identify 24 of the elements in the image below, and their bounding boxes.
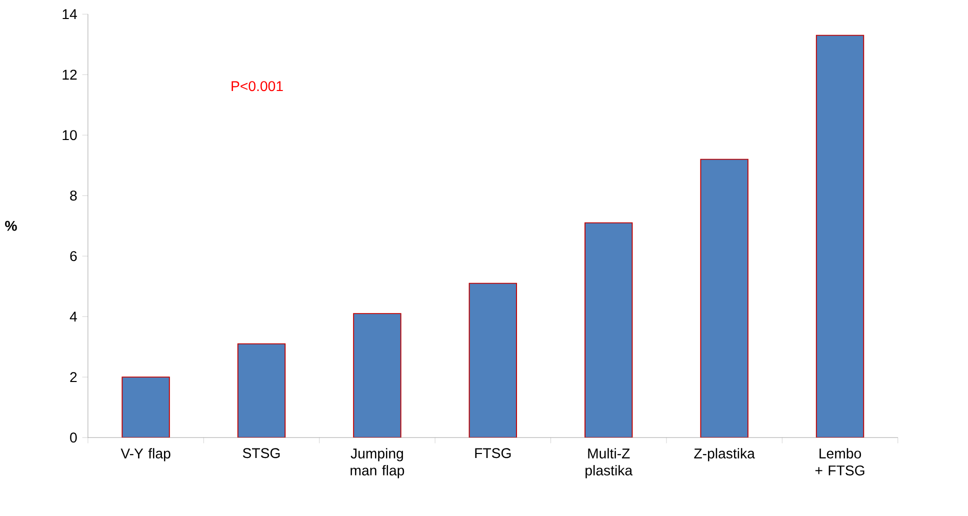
y-tick-label: 12 (62, 70, 77, 80)
y-tick-label: 14 (62, 9, 77, 20)
x-tick-label: Lembo + FTSG (815, 448, 864, 476)
bar (237, 343, 286, 438)
bar (122, 376, 170, 438)
x-tick-label: STSG (242, 448, 280, 458)
x-tick-label: Multi-Z plastika (586, 448, 633, 478)
annotation: P<0.001 (232, 81, 283, 92)
bar (816, 34, 864, 438)
y-tick-label: 10 (62, 130, 77, 140)
bar (353, 313, 402, 438)
y-tick-label: 2 (70, 372, 77, 382)
y-tick-label: 4 (70, 312, 77, 322)
x-tick-label: Jumping man flap (350, 448, 404, 478)
y-tick-label: 6 (70, 251, 77, 262)
y-tick-label: 0 (70, 432, 77, 443)
y-axis-title: % (5, 220, 17, 231)
y-tick-label: 8 (70, 190, 77, 201)
x-tick-label: V-Y flap (120, 448, 170, 462)
bar (700, 158, 748, 438)
bar (584, 222, 633, 438)
x-tick-label: Z-plastika (694, 448, 755, 462)
bar (468, 282, 518, 438)
x-tick-label: FTSG (475, 448, 511, 458)
